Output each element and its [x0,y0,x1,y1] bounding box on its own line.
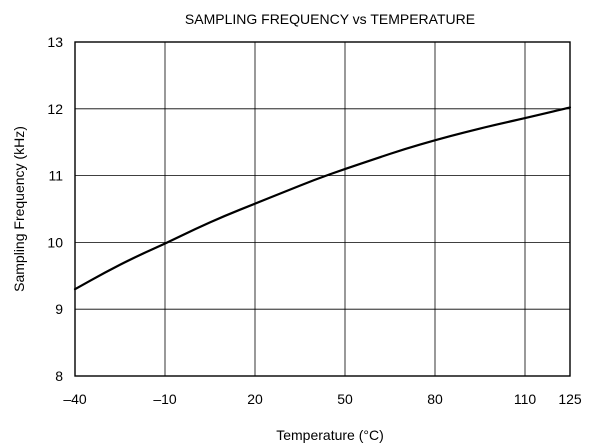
series-line-1 [73,106,572,291]
y-tick-label: 13 [47,34,63,50]
y-tick-label: 9 [55,301,63,317]
grid [74,41,571,377]
x-axis-label: Temperature (°C) [276,427,384,443]
x-tick-label: –10 [153,391,177,407]
x-tick-label: 50 [337,391,353,407]
x-tick-label: –40 [63,391,87,407]
x-tick-label: 125 [558,391,582,407]
x-axis: –40 –10 20 50 80 110 125 [63,391,582,407]
y-tick-label: 10 [47,234,63,250]
plot-frame [74,41,571,377]
y-tick-label: 11 [48,168,63,184]
x-tick-label: 80 [427,391,443,407]
y-axis-label: Sampling Frequency (kHz) [11,126,27,292]
x-tick-label: 110 [514,391,537,407]
y-axis: 8 9 10 11 12 13 [47,34,63,384]
x-tick-label: 20 [247,391,263,407]
y-tick-label: 8 [55,368,63,384]
series-layer [73,106,572,291]
chart-title: SAMPLING FREQUENCY vs TEMPERATURE [185,11,475,27]
y-tick-label: 12 [47,101,63,117]
